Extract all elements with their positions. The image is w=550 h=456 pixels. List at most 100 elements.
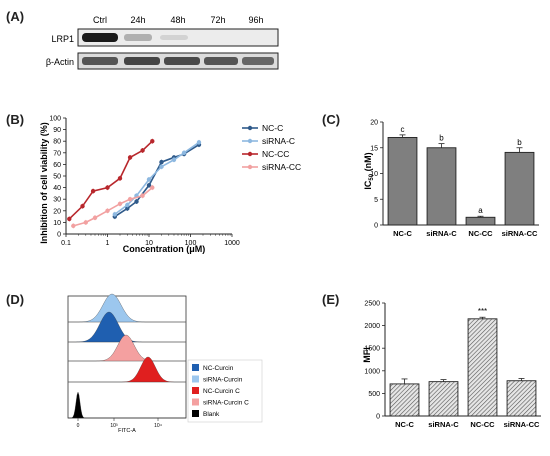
b-y-tick-label: 60 [53,162,61,169]
b-data-point [196,140,202,145]
blot-row-label-lrp1: LRP1 [51,34,74,44]
blot-band-actin-24h [124,57,160,65]
c-significance-label: a [478,206,483,215]
blot-band-actin-96h [242,57,274,65]
d-x-tick-label: 10³ [110,423,118,429]
d-legend-swatch [192,387,199,394]
c-x-tick-label: NC-CC [468,229,493,238]
c-bar [504,151,535,226]
b-data-point [67,216,72,222]
panel-b-label: (B) [6,112,25,127]
d-histogram-sirna-curcin [68,293,186,323]
b-data-point [80,203,85,209]
e-x-tick-label: siRNA-C [428,420,459,429]
c-significance-label: b [439,134,444,143]
c-y-tick-label: 15 [370,145,378,152]
b-y-tick-label: 20 [53,208,61,215]
b-data-point [146,177,152,182]
d-legend-box [187,359,263,423]
b-legend-label: siRNA-C [262,136,295,146]
b-y-tick-label: 0 [57,232,61,239]
d-histogram-sirna-curcin-c [68,334,186,362]
panel-a-label: (A) [6,9,25,24]
c-y-tick-label: 20 [370,120,378,127]
blot-lane-label: 24h [130,15,145,25]
c-bar [387,136,418,226]
e-y-tick-label: 1500 [364,346,380,353]
c-x-tick-label: NC-C [393,229,412,238]
blot-lane-label: 96h [248,15,263,25]
e-bar [389,383,420,417]
d-x-tick-label: 0 [77,423,80,429]
c-significance-label: c [401,125,405,134]
d-legend-swatch [192,364,199,371]
b-data-point [150,185,155,190]
blot-band-lrp1-ctrl [82,33,118,42]
b-legend-label: NC-CC [262,149,289,159]
b-series-line-nc-cc [68,140,153,220]
blot-row-label-actin: β-Actin [46,57,74,67]
c-x-tick-label: siRNA-C [426,229,457,238]
b-data-point [125,206,130,211]
b-data-point [83,220,89,225]
e-bar [428,381,459,417]
b-x-tick-label: 1 [106,240,110,247]
c-significance-label: b [517,138,522,147]
b-y-tick-label: 50 [53,174,61,181]
b-data-point [90,188,96,194]
b-data-point [71,223,76,229]
b-data-point [159,164,164,169]
b-y-tick-label: 40 [53,185,61,192]
d-legend-label: Blank [203,411,220,418]
blot-band-actin-72h [204,57,238,65]
e-y-tick-label: 2000 [364,323,380,330]
e-bar [467,318,498,417]
b-x-tick-label: 0.1 [61,240,71,247]
blot-lane-label: 72h [210,15,225,25]
d-legend-swatch [192,410,199,417]
b-x-tick-label: 1000 [224,240,240,247]
b-y-axis-label: Inhibition of cell viability (%) [39,122,49,244]
d-legend-swatch [192,375,199,383]
b-data-point [181,150,187,155]
b-data-point [127,155,133,160]
b-legend-marker [247,164,253,170]
panel-c-label: (C) [322,112,341,127]
e-y-tick-label: 500 [368,391,380,398]
d-legend-label: siRNA-Curcin C [203,400,249,407]
blot-band-lrp1-24h [124,34,152,41]
b-legend-label: siRNA-CC [262,162,301,172]
blot-band-lrp1-48h [160,35,188,40]
b-y-tick-label: 70 [53,150,61,157]
d-x-axis-label: FITC-A [118,428,136,434]
b-legend-marker [247,151,253,157]
d-legend-swatch [192,398,199,406]
e-y-tick-label: 0 [376,414,380,421]
e-x-tick-label: siRNA-CC [504,420,540,429]
e-significance-label: *** [478,307,487,316]
b-data-point [125,202,130,208]
e-x-tick-label: NC-CC [470,420,495,429]
b-y-tick-label: 30 [53,197,61,204]
blot-lane-label: Ctrl [93,15,107,25]
b-y-tick-label: 90 [53,127,61,134]
b-data-point [112,212,118,217]
panel-d-label: (D) [6,292,25,307]
b-x-tick-label: 100 [185,240,197,247]
b-x-tick-label: 10 [145,240,153,247]
b-data-point [150,139,155,144]
e-x-tick-label: NC-C [395,420,414,429]
b-legend-marker [247,125,253,131]
c-bar [426,147,457,226]
b-data-point [105,185,110,190]
b-data-point [171,157,177,162]
b-y-tick-label: 10 [53,220,61,227]
e-y-tick-label: 2500 [364,301,380,308]
b-data-point [117,176,123,181]
b-data-point [117,201,123,207]
